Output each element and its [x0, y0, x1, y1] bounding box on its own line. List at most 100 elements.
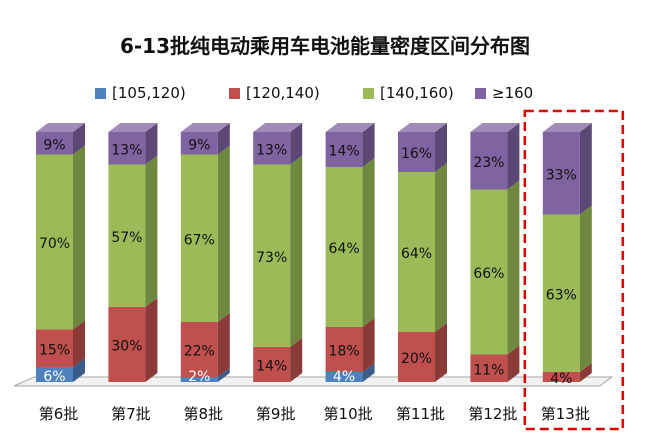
bar-segment: [253, 164, 291, 347]
data-label: 23%: [473, 155, 504, 171]
bar-group: [253, 123, 303, 382]
data-label: 6%: [43, 369, 65, 385]
legend-swatch: [229, 87, 240, 99]
data-label: 15%: [39, 342, 70, 358]
bar-segment: [108, 307, 146, 382]
bar-segment-side: [217, 145, 230, 322]
bar-segment: [108, 164, 146, 307]
legend-item-160-plus: ≥160: [475, 84, 533, 102]
data-label: 64%: [401, 246, 432, 262]
bar-segment-side: [362, 363, 375, 382]
x-axis-tick-label: 第6批: [39, 405, 79, 423]
legend-swatch: [95, 87, 106, 99]
data-label: 9%: [188, 137, 210, 153]
bar-segment-side: [579, 123, 592, 215]
bar-segment-side: [362, 158, 375, 327]
bar-segment-side: [145, 298, 158, 382]
bar-segment: [180, 132, 218, 155]
bar-segment-side: [507, 123, 520, 190]
bar-segment: [325, 132, 363, 167]
bar-segment-side: [507, 345, 520, 382]
bar-segment-side: [73, 123, 85, 155]
data-label: 57%: [111, 230, 142, 246]
bar-segment-side: [73, 320, 85, 367]
bar-group: [470, 123, 520, 382]
data-label: 33%: [546, 167, 577, 183]
bar-group: [542, 123, 592, 382]
bar-segment-side: [579, 205, 592, 372]
bar-segment: [470, 132, 508, 190]
bar-group: [180, 123, 230, 382]
bar-top-cap: [470, 123, 520, 132]
data-label: 11%: [473, 362, 504, 378]
bar-group: [36, 123, 85, 382]
bar-segment: [180, 377, 218, 382]
x-axis-labels: 第6批 第7批 第8批 第9批 第10批 第11批 第12批 第13批: [39, 405, 590, 423]
data-label: 22%: [184, 344, 215, 360]
bar-segment-side: [73, 145, 85, 330]
data-label: 4%: [550, 371, 572, 387]
chart-title: 6-13批纯电动乘用车电池能量密度区间分布图: [119, 34, 531, 58]
bar-segment: [180, 322, 218, 377]
bar-segment: [108, 132, 146, 165]
data-label: 18%: [329, 344, 360, 360]
bar-segment-side: [217, 313, 230, 377]
data-label: 64%: [329, 241, 360, 257]
chart-floor: [13, 376, 614, 387]
x-axis-tick-label: 第9批: [256, 405, 296, 423]
bar-top-cap: [398, 123, 447, 132]
data-label: 63%: [546, 287, 577, 303]
bar-segment: [470, 354, 508, 382]
legend-label: [140,160): [380, 84, 454, 102]
bar-segment-side: [362, 123, 375, 167]
x-axis-tick-label: 第12批: [468, 405, 517, 423]
data-label: 2%: [188, 369, 210, 385]
bar-segment: [325, 372, 363, 382]
data-label: 20%: [401, 351, 432, 367]
legend-item-140-160: [140,160): [363, 84, 454, 102]
bar-top-cap: [36, 123, 85, 132]
bar-segment-side: [362, 318, 375, 372]
x-axis-tick-label: 第11批: [396, 405, 445, 423]
data-label: 13%: [256, 142, 287, 158]
data-label: 66%: [473, 266, 504, 282]
bar-segment: [180, 154, 218, 322]
data-label: 4%: [333, 369, 355, 385]
data-label: 30%: [111, 339, 142, 355]
data-labels-layer: 6% 15% 70% 9% 30% 57% 13% 2% 22% 67% 9% 14% 73% 13% 4%…: [39, 137, 577, 387]
legend-swatch: [475, 87, 486, 99]
bar-segment: [36, 132, 73, 155]
bars-layer: [36, 123, 592, 382]
legend-label: ≥160: [492, 84, 534, 102]
bar-segment: [542, 372, 580, 382]
x-axis-tick-label: 第13批: [541, 405, 590, 423]
bar-top-cap: [108, 123, 158, 132]
bar-top-cap: [253, 123, 303, 132]
bar-group: [108, 123, 158, 382]
legend-label: [105,120): [112, 84, 186, 102]
bar-segment: [253, 347, 291, 382]
data-label: 14%: [329, 144, 360, 160]
bar-segment: [36, 367, 73, 382]
bar-segment: [470, 189, 508, 355]
bar-segment: [325, 167, 363, 327]
bar-segment: [325, 327, 363, 372]
bar-segment-side: [579, 363, 592, 382]
legend-item-120-140: [120,140): [229, 84, 320, 102]
bar-segment-side: [290, 338, 303, 382]
bar-segment: [36, 329, 73, 367]
bar-segment-side: [290, 155, 303, 347]
bar-segment: [398, 172, 435, 332]
data-label: 9%: [43, 137, 65, 153]
legend-swatch: [363, 87, 374, 99]
legend-item-105-120: [105,120): [95, 84, 186, 102]
bar-group: [325, 123, 375, 382]
bar-segment-side: [145, 123, 158, 165]
chart-floor-plane: [13, 376, 614, 387]
x-axis-tick-label: 第7批: [111, 405, 151, 423]
bar-segment: [398, 332, 435, 382]
x-axis-tick-label: 第8批: [184, 405, 224, 423]
bar-segment: [36, 154, 73, 330]
bar-top-cap: [180, 123, 230, 132]
